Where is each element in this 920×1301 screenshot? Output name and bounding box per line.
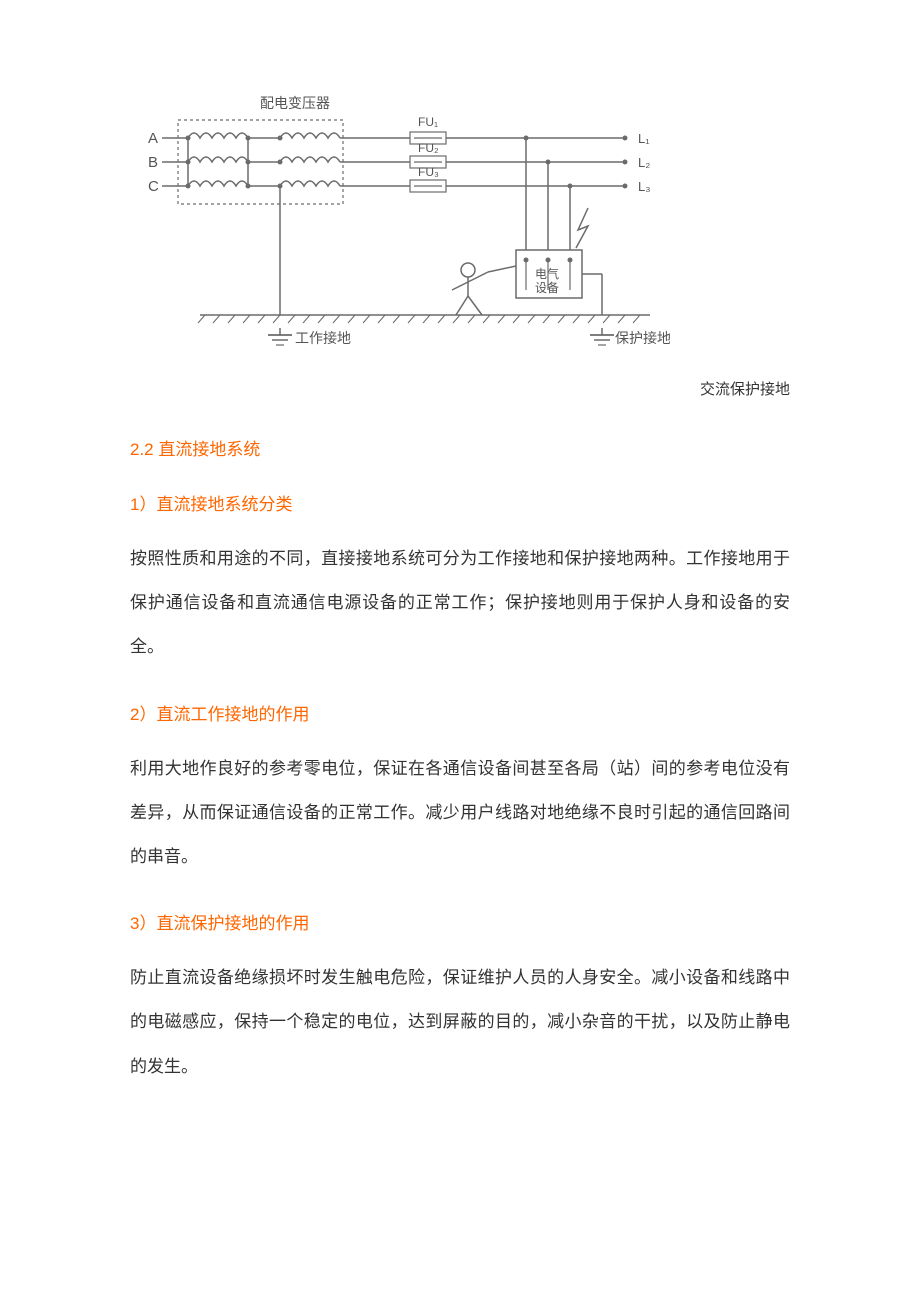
para-1: 按照性质和用途的不同，直接接地系统可分为工作接地和保护接地两种。工作接地用于保护…: [130, 537, 790, 670]
fuse-label-2: FU₂: [418, 141, 439, 155]
line-label-3: L₃: [638, 179, 651, 194]
fuse-label-1: FU₁: [418, 115, 438, 129]
circuit-diagram: 配电变压器 A FU₁ L₁ B FU₂: [130, 90, 790, 399]
box-line1: 电气: [535, 266, 559, 281]
transformer-label: 配电变压器: [260, 95, 330, 111]
heading-2: 2）直流工作接地的作用: [130, 700, 790, 725]
ground-right-label: 保护接地: [615, 330, 670, 346]
heading-2-2: 2.2 直流接地系统: [130, 435, 790, 460]
person-icon: [452, 263, 516, 315]
para-2: 利用大地作良好的参考零电位，保证在各通信设备间甚至各局（站）间的参考电位没有差异…: [130, 747, 790, 880]
para-3: 防止直流设备绝缘损坏时发生触电危险，保证维护人员的人身安全。减小设备和线路中的电…: [130, 956, 790, 1089]
phase-label-b: B: [148, 154, 158, 171]
lightning-icon: [576, 208, 588, 248]
diagram-caption: 交流保护接地: [700, 381, 790, 398]
ground-hatch: [198, 315, 640, 323]
phase-label-a: A: [148, 130, 158, 147]
ground-left-label: 工作接地: [295, 330, 351, 346]
fuse-label-3: FU₃: [418, 165, 439, 179]
phase-label-c: C: [148, 178, 159, 195]
heading-1: 1）直流接地系统分类: [130, 490, 790, 515]
line-label-1: L₁: [638, 131, 650, 146]
box-line2: 设备: [535, 281, 559, 295]
line-label-2: L₂: [638, 155, 650, 170]
diagram-svg: 配电变压器 A FU₁ L₁ B FU₂: [130, 90, 670, 370]
heading-3: 3）直流保护接地的作用: [130, 909, 790, 934]
